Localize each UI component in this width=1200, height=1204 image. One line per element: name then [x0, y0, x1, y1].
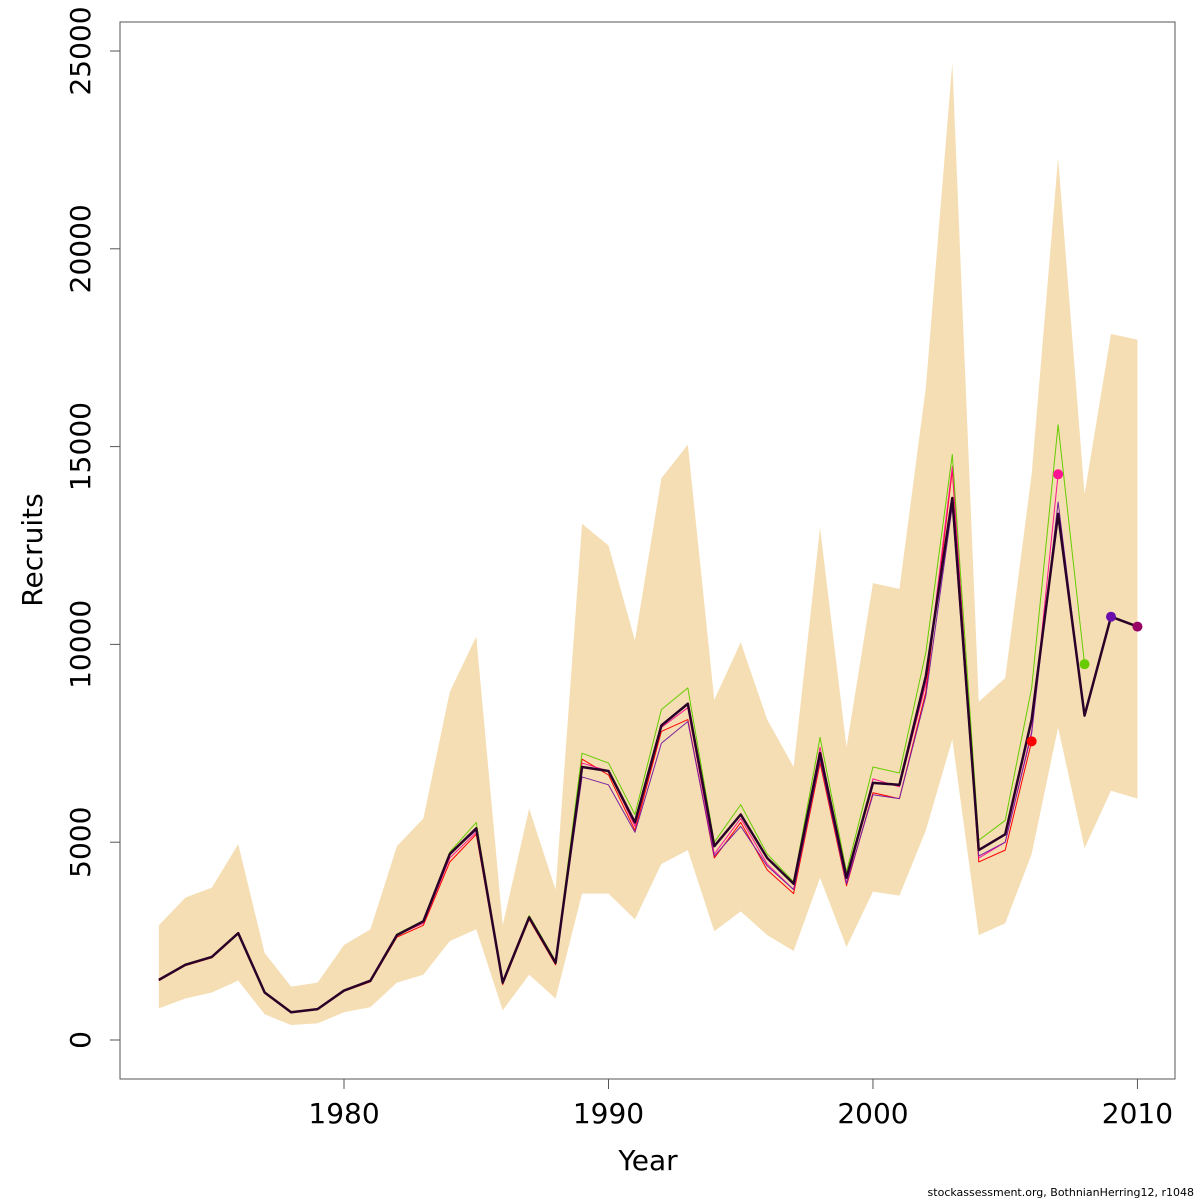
- end-point: [1079, 659, 1090, 670]
- y-tick-label: 0: [64, 1031, 97, 1049]
- y-tick-label: 5000: [64, 807, 97, 878]
- x-tick-label: 1980: [308, 1097, 379, 1130]
- footnote: stockassessment.org, BothnianHerring12, …: [928, 1186, 1194, 1199]
- x-tick-label: 2010: [1102, 1097, 1173, 1130]
- y-tick-label: 25000: [64, 6, 97, 95]
- end-point: [1105, 611, 1116, 622]
- end-point: [1053, 469, 1064, 480]
- y-axis-label: Recruits: [16, 493, 49, 606]
- end-point: [1026, 736, 1037, 747]
- confidence-band: [158, 62, 1138, 1025]
- x-tick-label: 2000: [837, 1097, 908, 1130]
- x-tick-label: 1990: [573, 1097, 644, 1130]
- end-point: [1132, 621, 1143, 632]
- y-tick-label: 10000: [64, 600, 97, 689]
- x-axis-label: Year: [617, 1144, 678, 1177]
- y-tick-label: 20000: [64, 204, 97, 293]
- plot-frame: [119, 21, 1176, 1080]
- series-line: [158, 496, 1138, 1014]
- y-tick-label: 15000: [64, 402, 97, 491]
